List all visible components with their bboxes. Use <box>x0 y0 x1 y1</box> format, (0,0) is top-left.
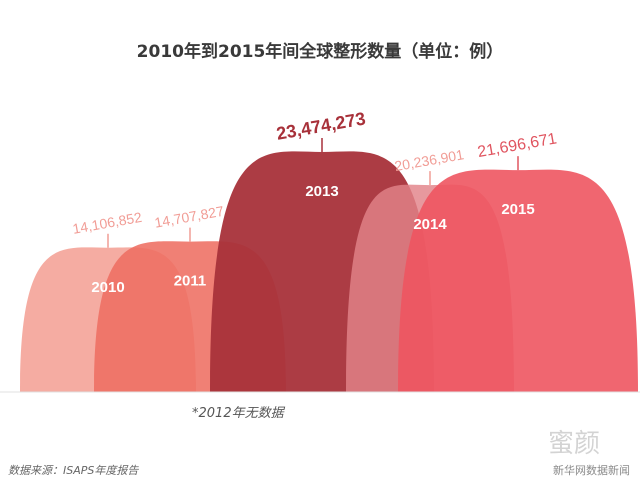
year-label-2011: 2011 <box>174 273 207 290</box>
watermark: 蜜颜 <box>548 429 600 459</box>
value-label-2013: 23,474,273 <box>275 108 367 143</box>
value-label-2010: 14,106,852 <box>71 209 143 237</box>
connectors-group <box>107 138 519 248</box>
year-labels-group: 2010 2011 2013 2014 2015 <box>91 183 534 296</box>
year-label-2013: 2013 <box>305 183 338 200</box>
year-label-2014: 2014 <box>413 216 447 233</box>
credit-text: 新华网数据新闻 <box>553 463 630 477</box>
source-text: 数据来源：ISAPS年度报告 <box>8 464 139 477</box>
value-label-2011: 14,707,827 <box>153 203 225 231</box>
arch-2015 <box>398 169 638 392</box>
value-label-2014: 20,236,901 <box>393 146 465 174</box>
year-label-2015: 2015 <box>501 201 534 218</box>
arches-group <box>20 151 638 392</box>
chart-title: 2010年到2015年间全球整形数量（单位：例） <box>137 41 504 62</box>
no-data-note: *2012年无数据 <box>192 406 286 421</box>
year-label-2010: 2010 <box>91 279 124 296</box>
